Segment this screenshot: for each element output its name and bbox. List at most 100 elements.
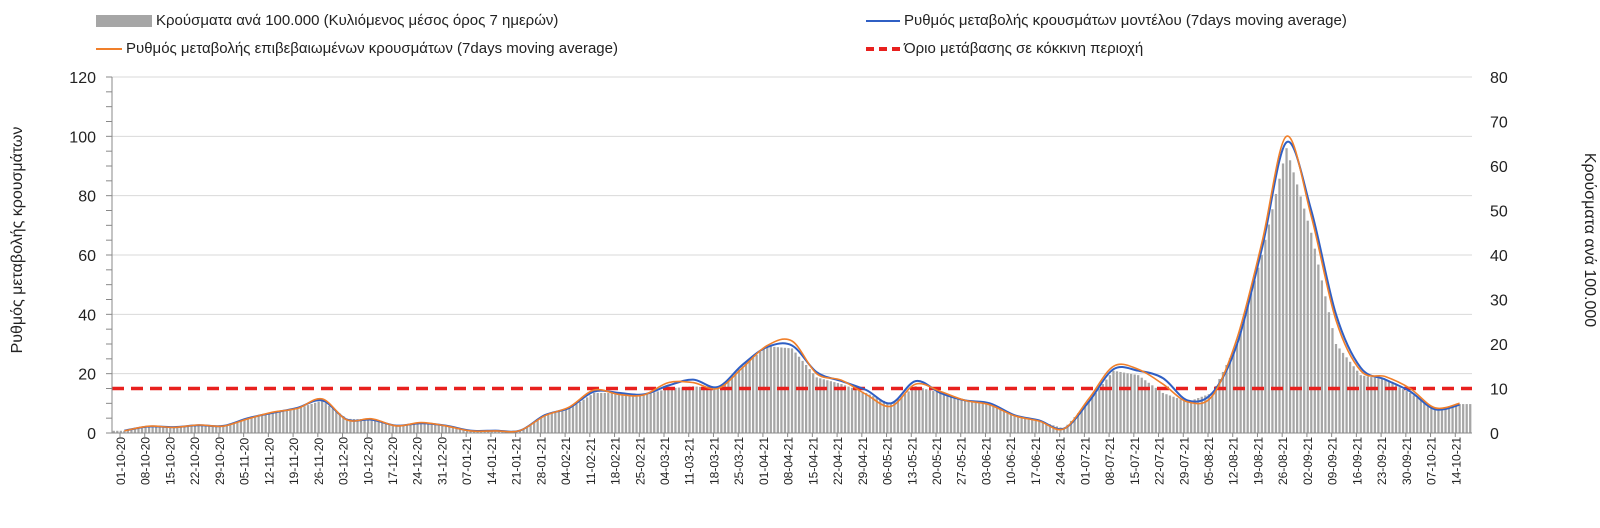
bar [713,388,716,433]
bar [783,347,787,433]
x-tick-label: 02-09-21 [1301,437,1315,485]
bar [179,426,183,433]
bar [494,430,497,433]
bar [646,394,649,433]
bar [1267,224,1271,433]
bar [688,386,691,433]
bar [946,395,949,433]
bar [575,404,578,433]
bar [1013,415,1016,433]
bar [1006,412,1009,433]
bar [395,426,398,433]
bar [752,357,755,433]
bar [398,425,402,433]
bar [727,378,730,433]
bar [1129,373,1133,433]
x-tick-label: 01-10-20 [114,437,128,485]
bar [1080,409,1083,433]
x-tick-label: 26-11-20 [312,438,326,485]
bar [1426,404,1429,433]
x-tick-label: 25-03-21 [732,437,746,485]
bar [819,378,822,433]
bar [412,424,416,433]
bar [409,424,412,433]
bar [236,421,239,433]
legend-item-threshold: Όριο μετάβασης σε κόκκινη περιοχή [866,40,1143,58]
bar [200,425,204,433]
x-tick-label: 07-01-21 [460,437,474,485]
bar [423,423,426,433]
bar [854,389,857,433]
x-tick-label: 08-10-20 [139,437,153,485]
bar [1108,375,1112,433]
bar [695,386,698,433]
bar [978,402,981,433]
bar [1182,400,1186,433]
bar [1274,193,1278,433]
bar [359,419,363,433]
bar [289,409,292,433]
bar [176,426,179,433]
bar [292,409,296,433]
left-tick-label: 60 [78,248,96,265]
bar [1034,420,1037,433]
bar [130,429,133,433]
bar [720,385,723,433]
bar [1228,357,1232,433]
x-tick-label: 01-04-21 [757,437,771,485]
x-tick-label: 19-11-20 [287,438,301,485]
bar [674,387,677,433]
bar [1016,416,1020,433]
bar [734,372,737,433]
bar [861,391,864,433]
bar [1317,264,1320,433]
bar [299,407,303,433]
bar [1373,377,1376,433]
y-axis-left-label: Ρυθμός μεταβολής κρουσμάτων [9,127,26,354]
bar [1161,392,1165,433]
bar [826,380,829,433]
bar [306,405,310,433]
bar [850,387,854,433]
bar [1186,401,1189,433]
bar [1207,394,1210,433]
bar [1154,387,1157,433]
x-tick-label: 01-07-21 [1078,437,1092,485]
bar [250,416,253,433]
bar [1126,373,1129,433]
bar [833,382,836,433]
x-tick-label: 06-05-21 [881,437,895,485]
bar [603,392,606,433]
x-tick-label: 14-10-21 [1449,437,1463,485]
x-tick-label: 10-06-21 [1004,437,1018,485]
bar [1221,371,1225,433]
x-tick-label: 23-09-21 [1375,437,1389,485]
bar [981,403,984,433]
bar [1031,419,1034,433]
bar [1246,305,1249,433]
bar [1437,408,1440,433]
bar [1430,407,1433,433]
bar [741,366,744,433]
bar [550,413,553,433]
bar [1288,160,1292,433]
bar [571,406,575,433]
bar [402,425,405,433]
bar [1260,255,1263,433]
bar [956,398,960,433]
bar [1098,388,1101,433]
bar [843,385,847,433]
bar [529,424,532,433]
x-tick-label: 08-04-21 [782,437,796,485]
bar [1020,416,1023,433]
bar [1356,370,1359,433]
bar [1069,420,1073,433]
bar [557,411,560,433]
bar [1278,178,1281,433]
right-tick-label: 60 [1490,159,1508,176]
bar [525,426,529,433]
x-tick-label: 26-08-21 [1276,437,1290,485]
bar [215,425,218,433]
bar [706,387,709,433]
right-axis-ticks: 0 10 20 30 40 50 60 70 80 [1490,70,1508,443]
